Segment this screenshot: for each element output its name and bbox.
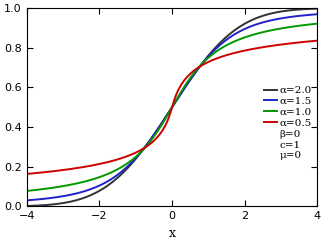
X-axis label: x: x [169, 227, 176, 240]
Legend: α=2.0, α=1.5, α=1.0, α=0.5, β=0, c=1, μ=0: α=2.0, α=1.5, α=1.0, α=0.5, β=0, c=1, μ=… [264, 86, 312, 160]
